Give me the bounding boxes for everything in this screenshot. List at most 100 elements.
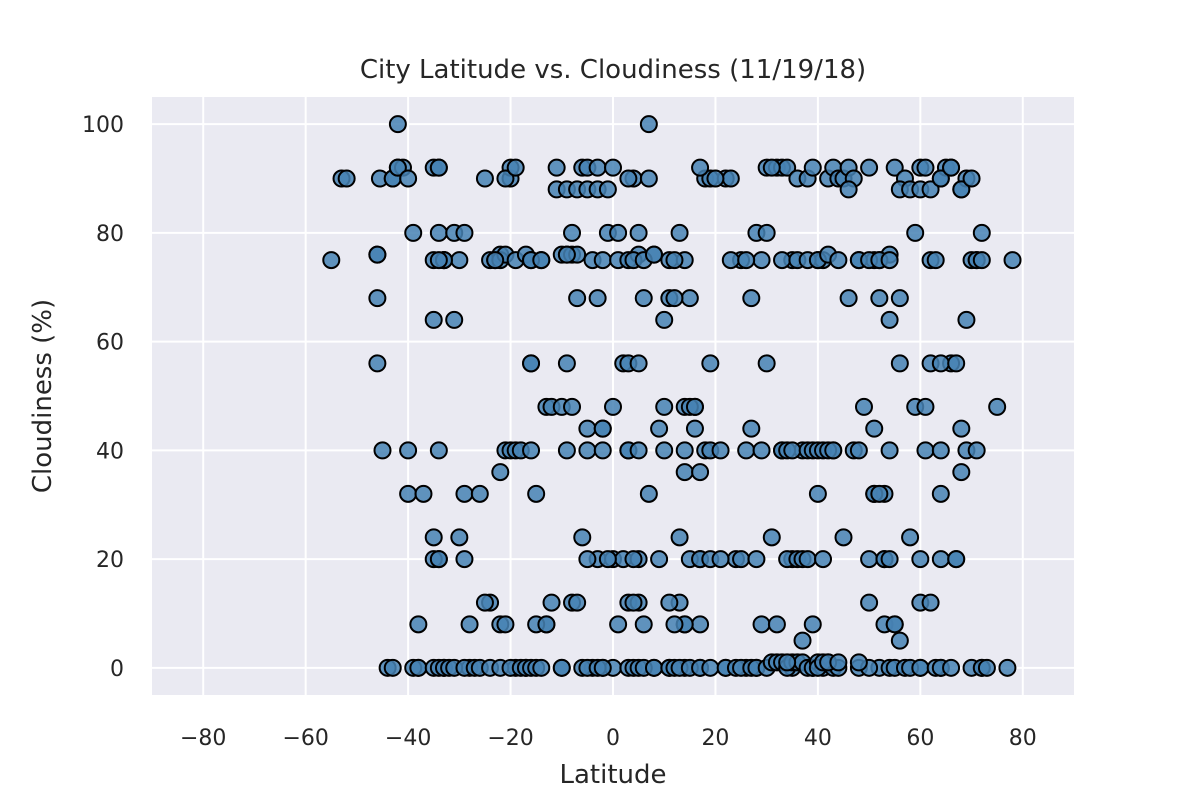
data-point — [778, 653, 797, 672]
data-point — [747, 550, 766, 569]
data-point — [609, 615, 628, 634]
data-point — [880, 310, 899, 329]
data-point — [629, 223, 648, 242]
y-tick-label: 0 — [110, 657, 124, 682]
data-point — [762, 158, 781, 177]
data-point — [496, 615, 515, 634]
data-point — [952, 180, 971, 199]
data-point — [793, 631, 812, 650]
data-point — [691, 615, 710, 634]
data-point — [757, 223, 776, 242]
data-point — [988, 397, 1007, 416]
data-point — [839, 180, 858, 199]
data-point — [947, 354, 966, 373]
data-point — [767, 615, 786, 634]
data-point — [916, 158, 935, 177]
data-point — [527, 484, 546, 503]
data-point — [629, 441, 648, 460]
data-point — [629, 354, 648, 373]
data-point — [711, 550, 730, 569]
x-tick-label: 0 — [606, 726, 620, 751]
data-point — [522, 354, 541, 373]
data-point — [532, 251, 551, 270]
data-point — [752, 615, 771, 634]
data-point — [783, 441, 802, 460]
data-point — [947, 550, 966, 569]
data-point — [639, 115, 658, 134]
data-point — [890, 631, 909, 650]
data-point — [885, 615, 904, 634]
data-point — [967, 441, 986, 460]
data-point — [931, 354, 950, 373]
data-point — [665, 289, 684, 308]
data-point — [931, 441, 950, 460]
data-point — [752, 251, 771, 270]
data-point — [475, 169, 494, 188]
data-point — [972, 223, 991, 242]
data-point — [701, 658, 720, 677]
data-point — [604, 158, 622, 177]
data-point — [660, 593, 679, 612]
data-point — [849, 441, 868, 460]
data-point — [803, 158, 822, 177]
data-point — [429, 550, 448, 569]
data-point — [880, 550, 899, 569]
data-point — [557, 245, 576, 264]
data-point — [588, 289, 607, 308]
x-tick-label: 20 — [701, 726, 729, 751]
data-point — [563, 397, 582, 416]
x-tick-label: −20 — [487, 726, 533, 751]
x-tick-label: 60 — [906, 726, 934, 751]
y-axis-label: Cloudiness (%) — [28, 299, 58, 493]
data-point — [921, 180, 940, 199]
data-point — [849, 653, 868, 672]
data-point — [691, 158, 710, 177]
data-point — [634, 615, 653, 634]
x-tick-label: 80 — [1009, 726, 1037, 751]
data-point — [977, 658, 996, 677]
data-point — [814, 550, 833, 569]
data-point — [450, 528, 469, 547]
y-tick-label: 40 — [96, 439, 124, 464]
chart-title: City Latitude vs. Cloudiness (11/19/18) — [360, 55, 866, 85]
data-point — [737, 441, 756, 460]
data-point — [404, 223, 423, 242]
data-point — [880, 251, 899, 270]
data-point — [880, 441, 899, 460]
data-point — [926, 251, 945, 270]
data-point — [998, 658, 1017, 677]
data-point — [675, 463, 694, 482]
data-point — [650, 419, 669, 438]
data-point — [942, 158, 961, 177]
data-point — [547, 158, 566, 177]
data-point — [506, 158, 525, 177]
data-point — [557, 441, 576, 460]
data-point — [952, 419, 971, 438]
data-point — [701, 354, 720, 373]
x-axis-label: Latitude — [559, 760, 666, 790]
data-point — [486, 251, 505, 270]
data-point — [409, 615, 428, 634]
data-point — [962, 169, 981, 188]
data-point — [399, 441, 418, 460]
data-point — [675, 441, 694, 460]
data-point — [598, 180, 617, 199]
data-point — [542, 593, 561, 612]
data-point — [721, 169, 740, 188]
x-tick-label: −80 — [180, 726, 226, 751]
data-point — [901, 528, 920, 547]
data-point — [593, 441, 612, 460]
data-point — [757, 354, 776, 373]
data-point — [619, 169, 638, 188]
data-point — [685, 419, 704, 438]
data-point — [593, 419, 612, 438]
data-point — [916, 441, 935, 460]
data-point — [721, 251, 740, 270]
data-point — [455, 223, 474, 242]
data-point — [399, 484, 418, 503]
data-point — [598, 550, 617, 569]
data-point — [911, 550, 930, 569]
data-point — [834, 528, 853, 547]
data-point — [337, 169, 356, 188]
